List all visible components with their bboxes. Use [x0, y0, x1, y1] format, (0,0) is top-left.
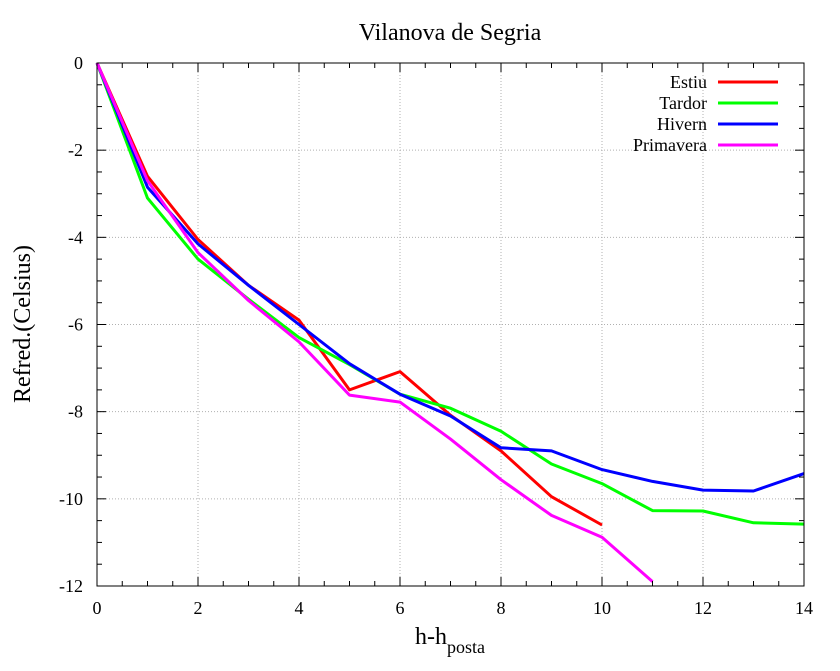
x-axis-label-main: h-h: [415, 624, 447, 650]
y-tick-label: -6: [68, 315, 83, 335]
legend-label-hivern: Hivern: [657, 114, 707, 134]
y-tick-label: -4: [68, 227, 83, 247]
series-line-estiu: [95, 62, 603, 527]
x-tick-label: 6: [396, 598, 405, 618]
legend-label-primavera: Primavera: [633, 135, 707, 155]
grid: [97, 63, 804, 586]
series-lines: [95, 62, 805, 583]
y-tick-label: -12: [59, 576, 83, 596]
series-line-tardor: [95, 62, 805, 526]
x-axis-label-subscript: posta: [447, 637, 485, 657]
chart-title: Vilanova de Segria: [359, 20, 542, 46]
tick-labels: 0 2 4 6 8 10 12 14 0 -2 -4 -6 -8 -10 -12: [59, 53, 813, 618]
axis-ticks: [96, 62, 805, 587]
x-axis-label: h-hposta: [415, 624, 485, 657]
x-tick-label: 2: [194, 598, 203, 618]
x-tick-label: 4: [295, 598, 304, 618]
legend-label-tardor: Tardor: [659, 93, 707, 113]
y-tick-label: -2: [68, 140, 83, 160]
x-tick-label: 14: [795, 598, 813, 618]
series-line-primavera: [95, 62, 654, 583]
x-tick-label: 10: [593, 598, 611, 618]
x-tick-label: 12: [694, 598, 712, 618]
y-tick-label: -8: [68, 402, 83, 422]
y-tick-label: 0: [74, 53, 83, 73]
series-line-hivern: [95, 62, 805, 493]
legend-label-estiu: Estiu: [670, 72, 707, 92]
y-axis-label: Refred.(Celsius): [10, 245, 36, 403]
x-tick-label: 8: [497, 598, 506, 618]
x-tick-label: 0: [93, 598, 102, 618]
y-tick-label: -10: [59, 489, 83, 509]
